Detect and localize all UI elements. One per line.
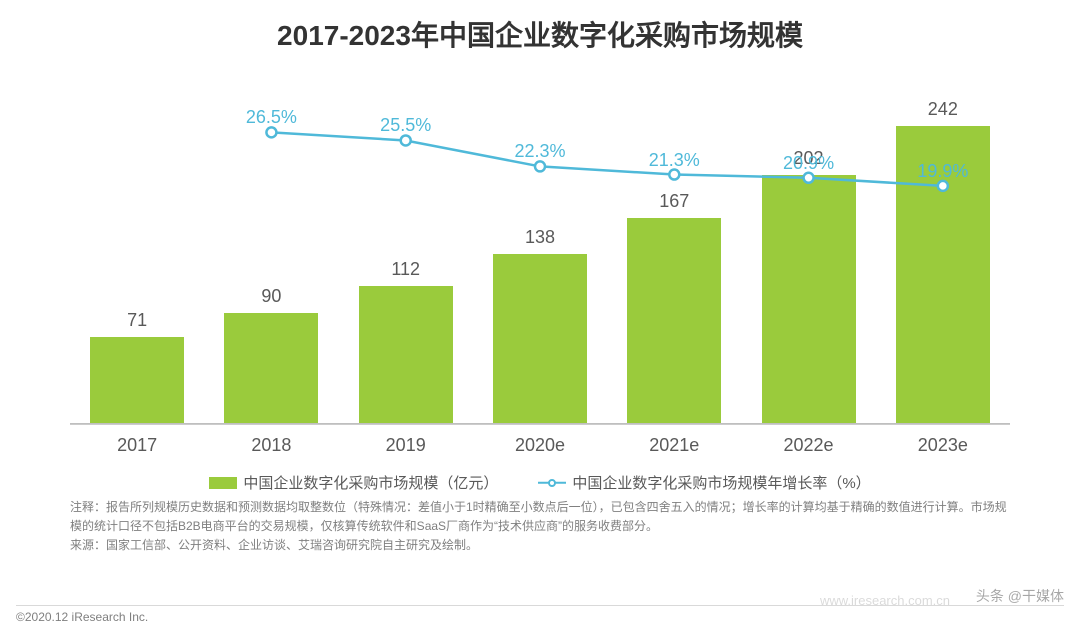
line-value-label: 20.9% (783, 153, 834, 174)
note-line-2: 来源：国家工信部、公开资料、企业访谈、艾瑞咨询研究院自主研究及绘制。 (70, 536, 1010, 555)
x-label: 2021e (607, 425, 741, 456)
bar (359, 286, 453, 424)
bar (627, 218, 721, 424)
plot: 7190112138167202242 26.5%25.5%22.3%21.3%… (70, 104, 1010, 424)
legend-line: 中国企业数字化采购市场规模年增长率（%） (538, 472, 870, 493)
bar-value-label: 112 (391, 259, 420, 280)
legend: 中国企业数字化采购市场规模（亿元） 中国企业数字化采购市场规模年增长率（%） (70, 472, 1010, 493)
x-label: 2017 (70, 425, 204, 456)
bar-slot: 71 (70, 310, 204, 424)
chart-title: 2017-2023年中国企业数字化采购市场规模 (0, 0, 1080, 54)
bar-value-label: 167 (659, 191, 689, 212)
legend-bar-swatch (209, 477, 237, 489)
bar (762, 175, 856, 424)
bar-value-label: 138 (525, 227, 555, 248)
x-label: 2023e (876, 425, 1010, 456)
x-label: 2022e (741, 425, 875, 456)
legend-bar: 中国企业数字化采购市场规模（亿元） (209, 472, 498, 493)
line-value-label: 26.5% (246, 107, 297, 128)
chart-area: 7190112138167202242 26.5%25.5%22.3%21.3%… (70, 104, 1010, 484)
x-axis (70, 423, 1010, 424)
legend-line-swatch (538, 477, 566, 489)
bar-slot: 242 (876, 99, 1010, 424)
legend-line-label: 中国企业数字化采购市场规模年增长率（%） (572, 472, 870, 493)
x-labels: 2017201820192020e2021e2022e2023e (70, 424, 1010, 456)
line-value-label: 22.3% (514, 141, 565, 162)
x-label: 2019 (339, 425, 473, 456)
bar-slot: 138 (473, 227, 607, 424)
bar-slot: 202 (741, 148, 875, 424)
line-value-label: 21.3% (649, 149, 700, 170)
line-value-label: 25.5% (380, 115, 431, 136)
bar (493, 254, 587, 424)
bar-slot: 112 (339, 259, 473, 424)
bar-value-label: 90 (261, 286, 281, 307)
bar-slot: 167 (607, 191, 741, 424)
notes: 注释：报告所列规模历史数据和预测数据均取整数位（特殊情况：差值小于1时精确至小数… (70, 498, 1010, 556)
note-line-1: 注释：报告所列规模历史数据和预测数据均取整数位（特殊情况：差值小于1时精确至小数… (70, 498, 1010, 536)
watermark-center: www.iresearch.com.cn (820, 593, 950, 608)
bar (90, 337, 184, 424)
watermark-corner: 头条 @干媒体 (976, 586, 1064, 606)
legend-bar-label: 中国企业数字化采购市场规模（亿元） (243, 472, 498, 493)
x-label: 2018 (204, 425, 338, 456)
bar-slot: 90 (204, 286, 338, 424)
line-value-label: 19.9% (917, 161, 968, 182)
x-label: 2020e (473, 425, 607, 456)
bar-value-label: 242 (928, 99, 958, 120)
chart-container: 2017-2023年中国企业数字化采购市场规模 71 90 112 138 167 202… (0, 0, 1080, 632)
bar-value-label: 71 (127, 310, 147, 331)
bar (224, 313, 318, 424)
